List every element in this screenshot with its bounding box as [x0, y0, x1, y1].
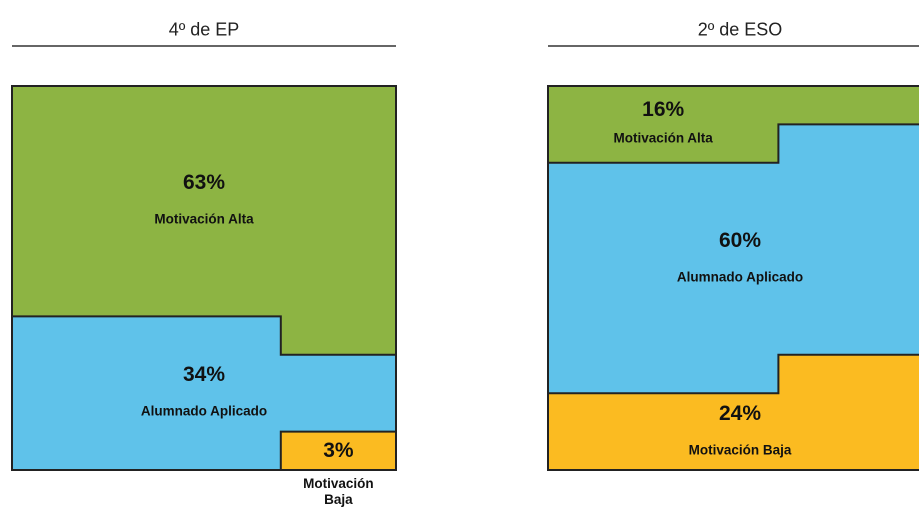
category-label: Motivación Baja [688, 442, 792, 458]
value-label: 34% [182, 363, 226, 387]
value-label: 3% [323, 438, 354, 462]
value-label: 16% [642, 98, 685, 122]
category-label: Alumnado Aplicado [140, 403, 268, 419]
value-label: 24% [718, 401, 762, 425]
waffle-area [548, 354, 919, 470]
category-label: Motivación Alta [613, 130, 713, 146]
waffle-area [280, 431, 396, 470]
waffle-area [548, 86, 919, 163]
region-border [11, 85, 397, 471]
category-label: Motivación Baja [303, 476, 374, 507]
chart-title: 2º de ESO [697, 19, 783, 40]
value-label: 63% [182, 171, 226, 195]
category-label: Motivación Alta [154, 211, 254, 227]
waffle-area [12, 86, 396, 355]
chart-title: 4º de EP [168, 19, 240, 40]
value-label: 60% [718, 228, 762, 252]
category-label: Alumnado Aplicado [676, 269, 804, 285]
waffle-area [548, 124, 919, 394]
region-border [547, 85, 919, 471]
